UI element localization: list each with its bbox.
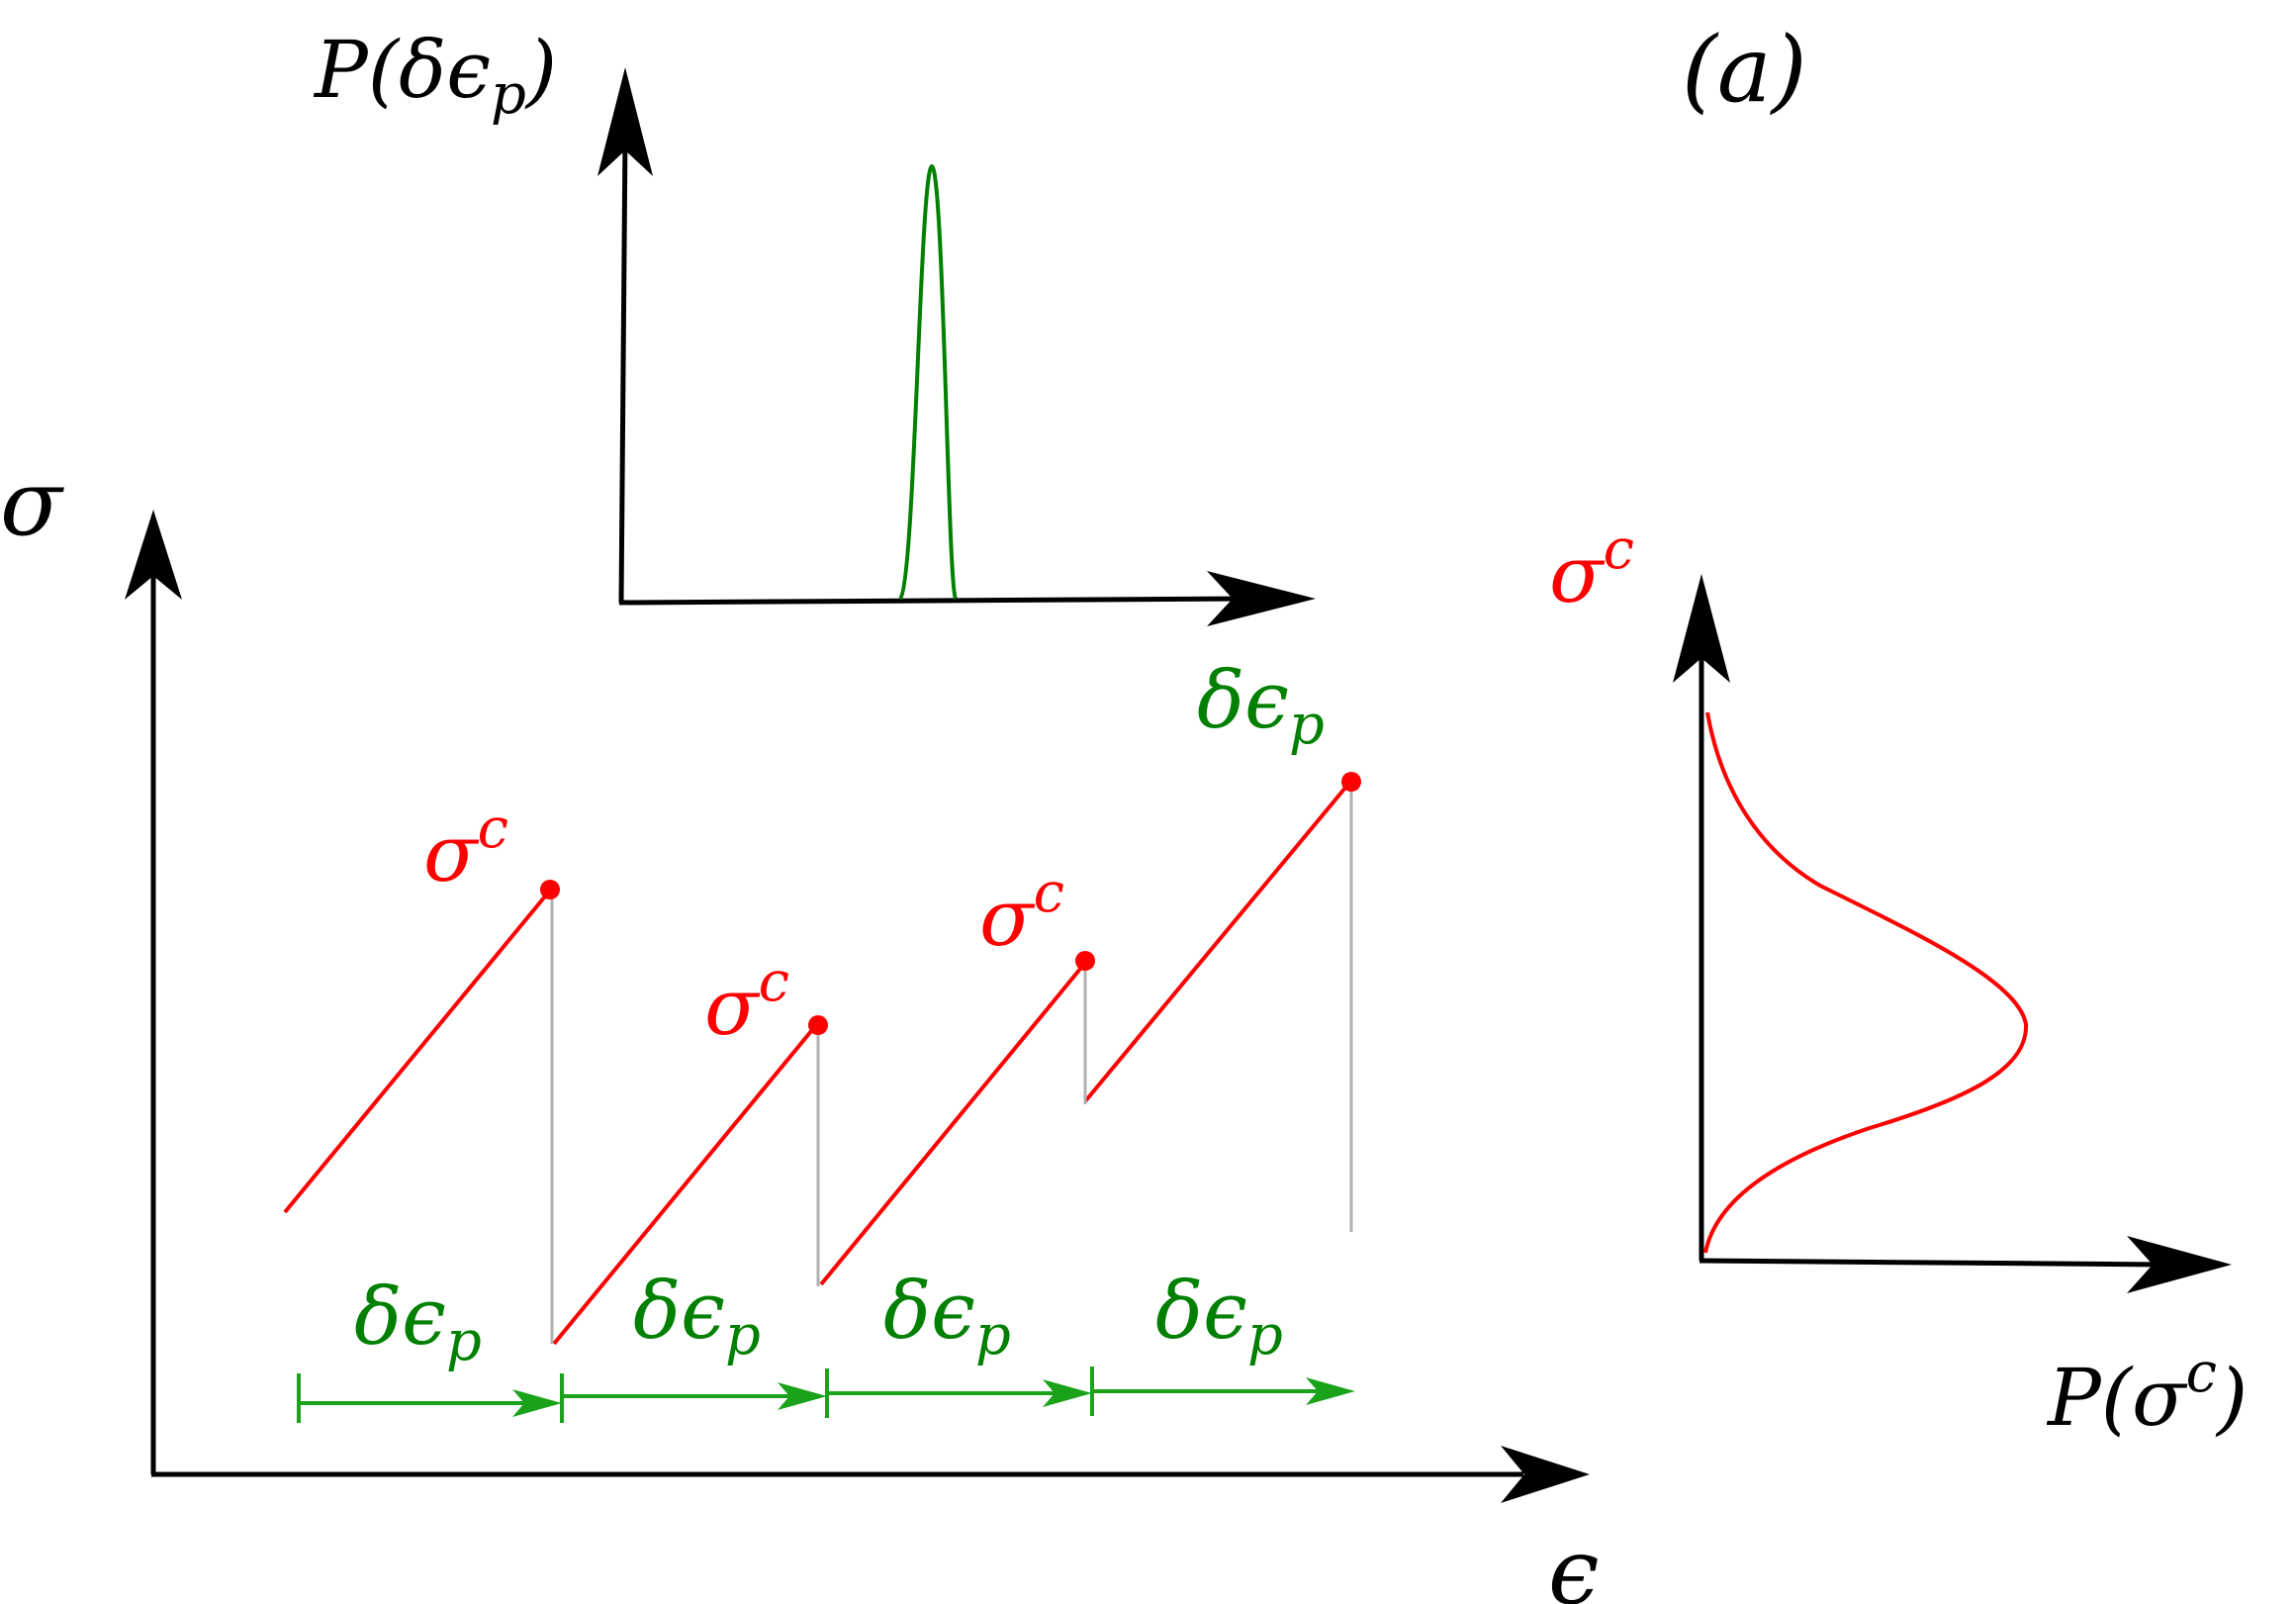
right-inset-x-axis	[1699, 1258, 2167, 1268]
increment-label-2: δϵp	[633, 1265, 761, 1368]
stress-ramp-4	[1083, 780, 1352, 1103]
top-inset: P(δϵp) δϵp	[313, 24, 1325, 757]
increment-label-3: δϵp	[883, 1265, 1011, 1368]
right-inset-x-arrowhead	[2127, 1236, 2232, 1293]
increment-arrowhead-1	[512, 1389, 562, 1417]
top-inset-x-arrowhead	[1207, 571, 1316, 626]
main-plot: σ ϵ σc σc σc	[0, 450, 1600, 1604]
right-inset-distribution-curve	[1703, 711, 2029, 1254]
increment-arrowhead-3	[1043, 1379, 1092, 1407]
stress-ramp-3	[819, 961, 1087, 1286]
top-inset-y-axis-label: P(δϵp)	[313, 24, 557, 127]
threshold-label-2: σc	[704, 950, 789, 1053]
right-inset-y-axis-label: σc	[1549, 518, 1634, 620]
increment-label-1: δϵp	[354, 1271, 482, 1373]
threshold-label-3: σc	[979, 861, 1064, 964]
right-inset-x-axis-label: P(σc)	[2046, 1341, 2248, 1444]
top-inset-x-axis-label: δϵp	[1197, 654, 1325, 757]
right-inset: σc P(σc)	[1549, 518, 2248, 1444]
top-inset-y-axis	[618, 133, 628, 604]
increment-arrowhead-2	[778, 1382, 827, 1410]
top-inset-peak-curve	[898, 163, 958, 601]
threshold-point-1	[540, 880, 560, 899]
stress-ramp-1	[283, 890, 551, 1214]
threshold-point-2	[808, 1015, 828, 1035]
increment-arrows	[297, 1367, 1355, 1423]
threshold-point-4	[1341, 772, 1361, 792]
increment-arrowhead-4	[1306, 1377, 1355, 1405]
stress-ramp-2	[552, 1023, 818, 1346]
main-x-arrowhead	[1501, 1446, 1590, 1503]
main-y-axis-label: σ	[0, 450, 64, 556]
main-x-axis-label: ϵ	[1548, 1519, 1600, 1604]
threshold-label-1: σc	[423, 797, 508, 899]
top-inset-y-arrowhead	[597, 67, 653, 176]
top-inset-x-axis	[618, 596, 1247, 606]
panel-label: (a)	[1682, 17, 1807, 123]
increment-label-4: δϵp	[1155, 1265, 1283, 1368]
right-inset-y-arrowhead	[1673, 574, 1730, 683]
main-y-arrowhead	[125, 510, 182, 600]
threshold-point-3	[1075, 951, 1095, 971]
